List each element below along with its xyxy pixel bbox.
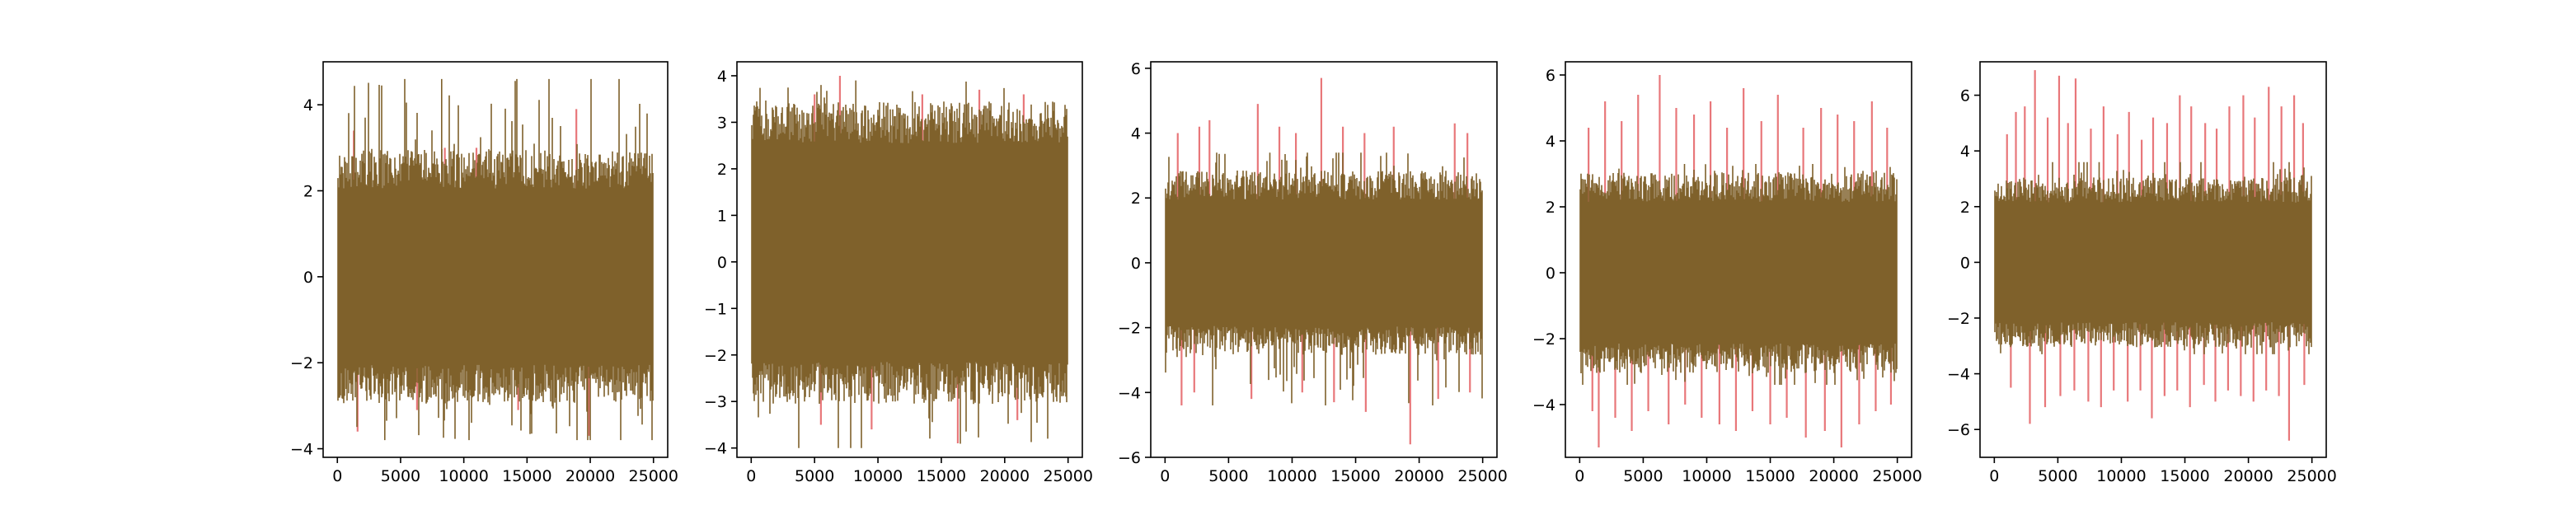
x-tick-label: 15000 xyxy=(1745,467,1795,485)
y-tick-label: 4 xyxy=(1960,143,1970,161)
x-tick-label: 15000 xyxy=(2160,467,2209,485)
plot-area xyxy=(337,78,654,441)
axes-frame xyxy=(1150,61,1498,458)
signal-band xyxy=(1994,162,2312,354)
x-tick-label: 0 xyxy=(746,467,756,485)
axes-frame xyxy=(322,61,669,458)
y-tick-label: 2 xyxy=(1546,199,1555,217)
panel-3: 0 5000 10000 15000 20000 25000 −6 −4 −2 0 2 4 6 xyxy=(1118,60,1508,485)
y-tick-label: −2 xyxy=(290,354,313,372)
plot-area xyxy=(1579,75,1898,447)
panel-5: 0 5000 10000 15000 20000 25000 −6 −4 −2 0 2 4 6 xyxy=(1947,61,2337,485)
axes-frame xyxy=(1565,61,1912,458)
x-tick-label: 25000 xyxy=(1872,467,1921,485)
x-tick-label: 15000 xyxy=(1330,467,1380,485)
x-tick-label: 10000 xyxy=(439,467,488,485)
x-tick-label: 15000 xyxy=(917,467,966,485)
x-tick-label: 5000 xyxy=(2038,467,2077,485)
y-tick-label: 4 xyxy=(1546,133,1555,151)
y-tick-label: 6 xyxy=(1546,67,1555,85)
x-tick-label: 25000 xyxy=(2287,467,2336,485)
y-tick-label: 4 xyxy=(303,96,313,115)
x-tick-label: 20000 xyxy=(565,467,615,485)
x-tick-label: 20000 xyxy=(1394,467,1443,485)
plot-area xyxy=(1994,70,2312,441)
y-tick-label: −2 xyxy=(1118,320,1141,338)
y-tick-label: −1 xyxy=(704,300,727,318)
y-tick-label: 0 xyxy=(1546,265,1555,283)
y-tick-label: 3 xyxy=(717,114,727,132)
y-tick-label: −6 xyxy=(1118,449,1141,467)
y-tick-label: 6 xyxy=(1131,60,1141,78)
x-tick-label: 10000 xyxy=(1682,467,1731,485)
y-tick-label: 0 xyxy=(303,269,313,287)
y-tick-label: 1 xyxy=(717,207,727,225)
x-tick-label: 10000 xyxy=(853,467,903,485)
x-tick-label: 10000 xyxy=(1267,467,1316,485)
x-tick-label: 25000 xyxy=(629,467,678,485)
y-tick-label: 6 xyxy=(1960,87,1970,105)
y-tick-label: 2 xyxy=(717,161,727,179)
x-tick-label: 20000 xyxy=(2223,467,2273,485)
x-tick-label: 0 xyxy=(332,467,342,485)
x-tick-label: 0 xyxy=(1160,467,1170,485)
y-tick-label: 2 xyxy=(1960,199,1970,217)
y-tick-label: −4 xyxy=(290,441,313,459)
x-tick-label: 0 xyxy=(1989,467,1999,485)
y-tick-label: −2 xyxy=(704,347,727,365)
signal-band xyxy=(1165,152,1483,405)
x-tick-label: 5000 xyxy=(795,467,834,485)
panel-1: 0 5000 10000 15000 20000 25000 −4 −2 0 2 4 xyxy=(290,61,678,485)
x-tick-label: 25000 xyxy=(1457,467,1507,485)
plot-area xyxy=(751,75,1068,448)
plot-area xyxy=(1165,77,1483,445)
x-tick-label: 25000 xyxy=(1043,467,1092,485)
x-tick-label: 20000 xyxy=(980,467,1030,485)
x-tick-label: 0 xyxy=(1574,467,1584,485)
y-tick-label: 0 xyxy=(717,254,727,272)
axes-frame xyxy=(1979,61,2327,458)
x-tick-label: 5000 xyxy=(381,467,420,485)
y-tick-label: 4 xyxy=(1131,125,1141,143)
y-tick-label: −2 xyxy=(1947,310,1970,328)
y-tick-label: 2 xyxy=(1131,190,1141,208)
x-tick-label: 5000 xyxy=(1208,467,1248,485)
signal-band xyxy=(751,80,1068,448)
y-tick-label: −4 xyxy=(1532,396,1555,414)
panel-4: 0 5000 10000 15000 20000 25000 −4 −2 0 2 4 6 xyxy=(1532,61,1922,485)
y-tick-label: 0 xyxy=(1960,254,1970,272)
y-tick-label: −3 xyxy=(704,393,727,411)
x-tick-label: 20000 xyxy=(1809,467,1858,485)
y-tick-label: −2 xyxy=(1532,330,1555,349)
axes-frame xyxy=(736,61,1083,458)
x-tick-label: 10000 xyxy=(2096,467,2146,485)
y-tick-label: −6 xyxy=(1947,421,1970,439)
y-tick-label: −4 xyxy=(1947,366,1970,384)
panel-2: 0 5000 10000 15000 20000 25000 −4 −3 −2 −1 0 1 2 3 4 xyxy=(704,61,1093,485)
signal-band xyxy=(337,78,654,441)
y-tick-label: 4 xyxy=(717,68,727,86)
x-tick-label: 5000 xyxy=(1623,467,1663,485)
y-tick-label: −4 xyxy=(1118,384,1141,402)
signal-band xyxy=(1579,164,1898,385)
y-tick-label: 2 xyxy=(303,183,313,201)
x-tick-label: 15000 xyxy=(502,467,551,485)
y-tick-label: 0 xyxy=(1131,255,1141,273)
y-tick-label: −4 xyxy=(704,440,727,458)
